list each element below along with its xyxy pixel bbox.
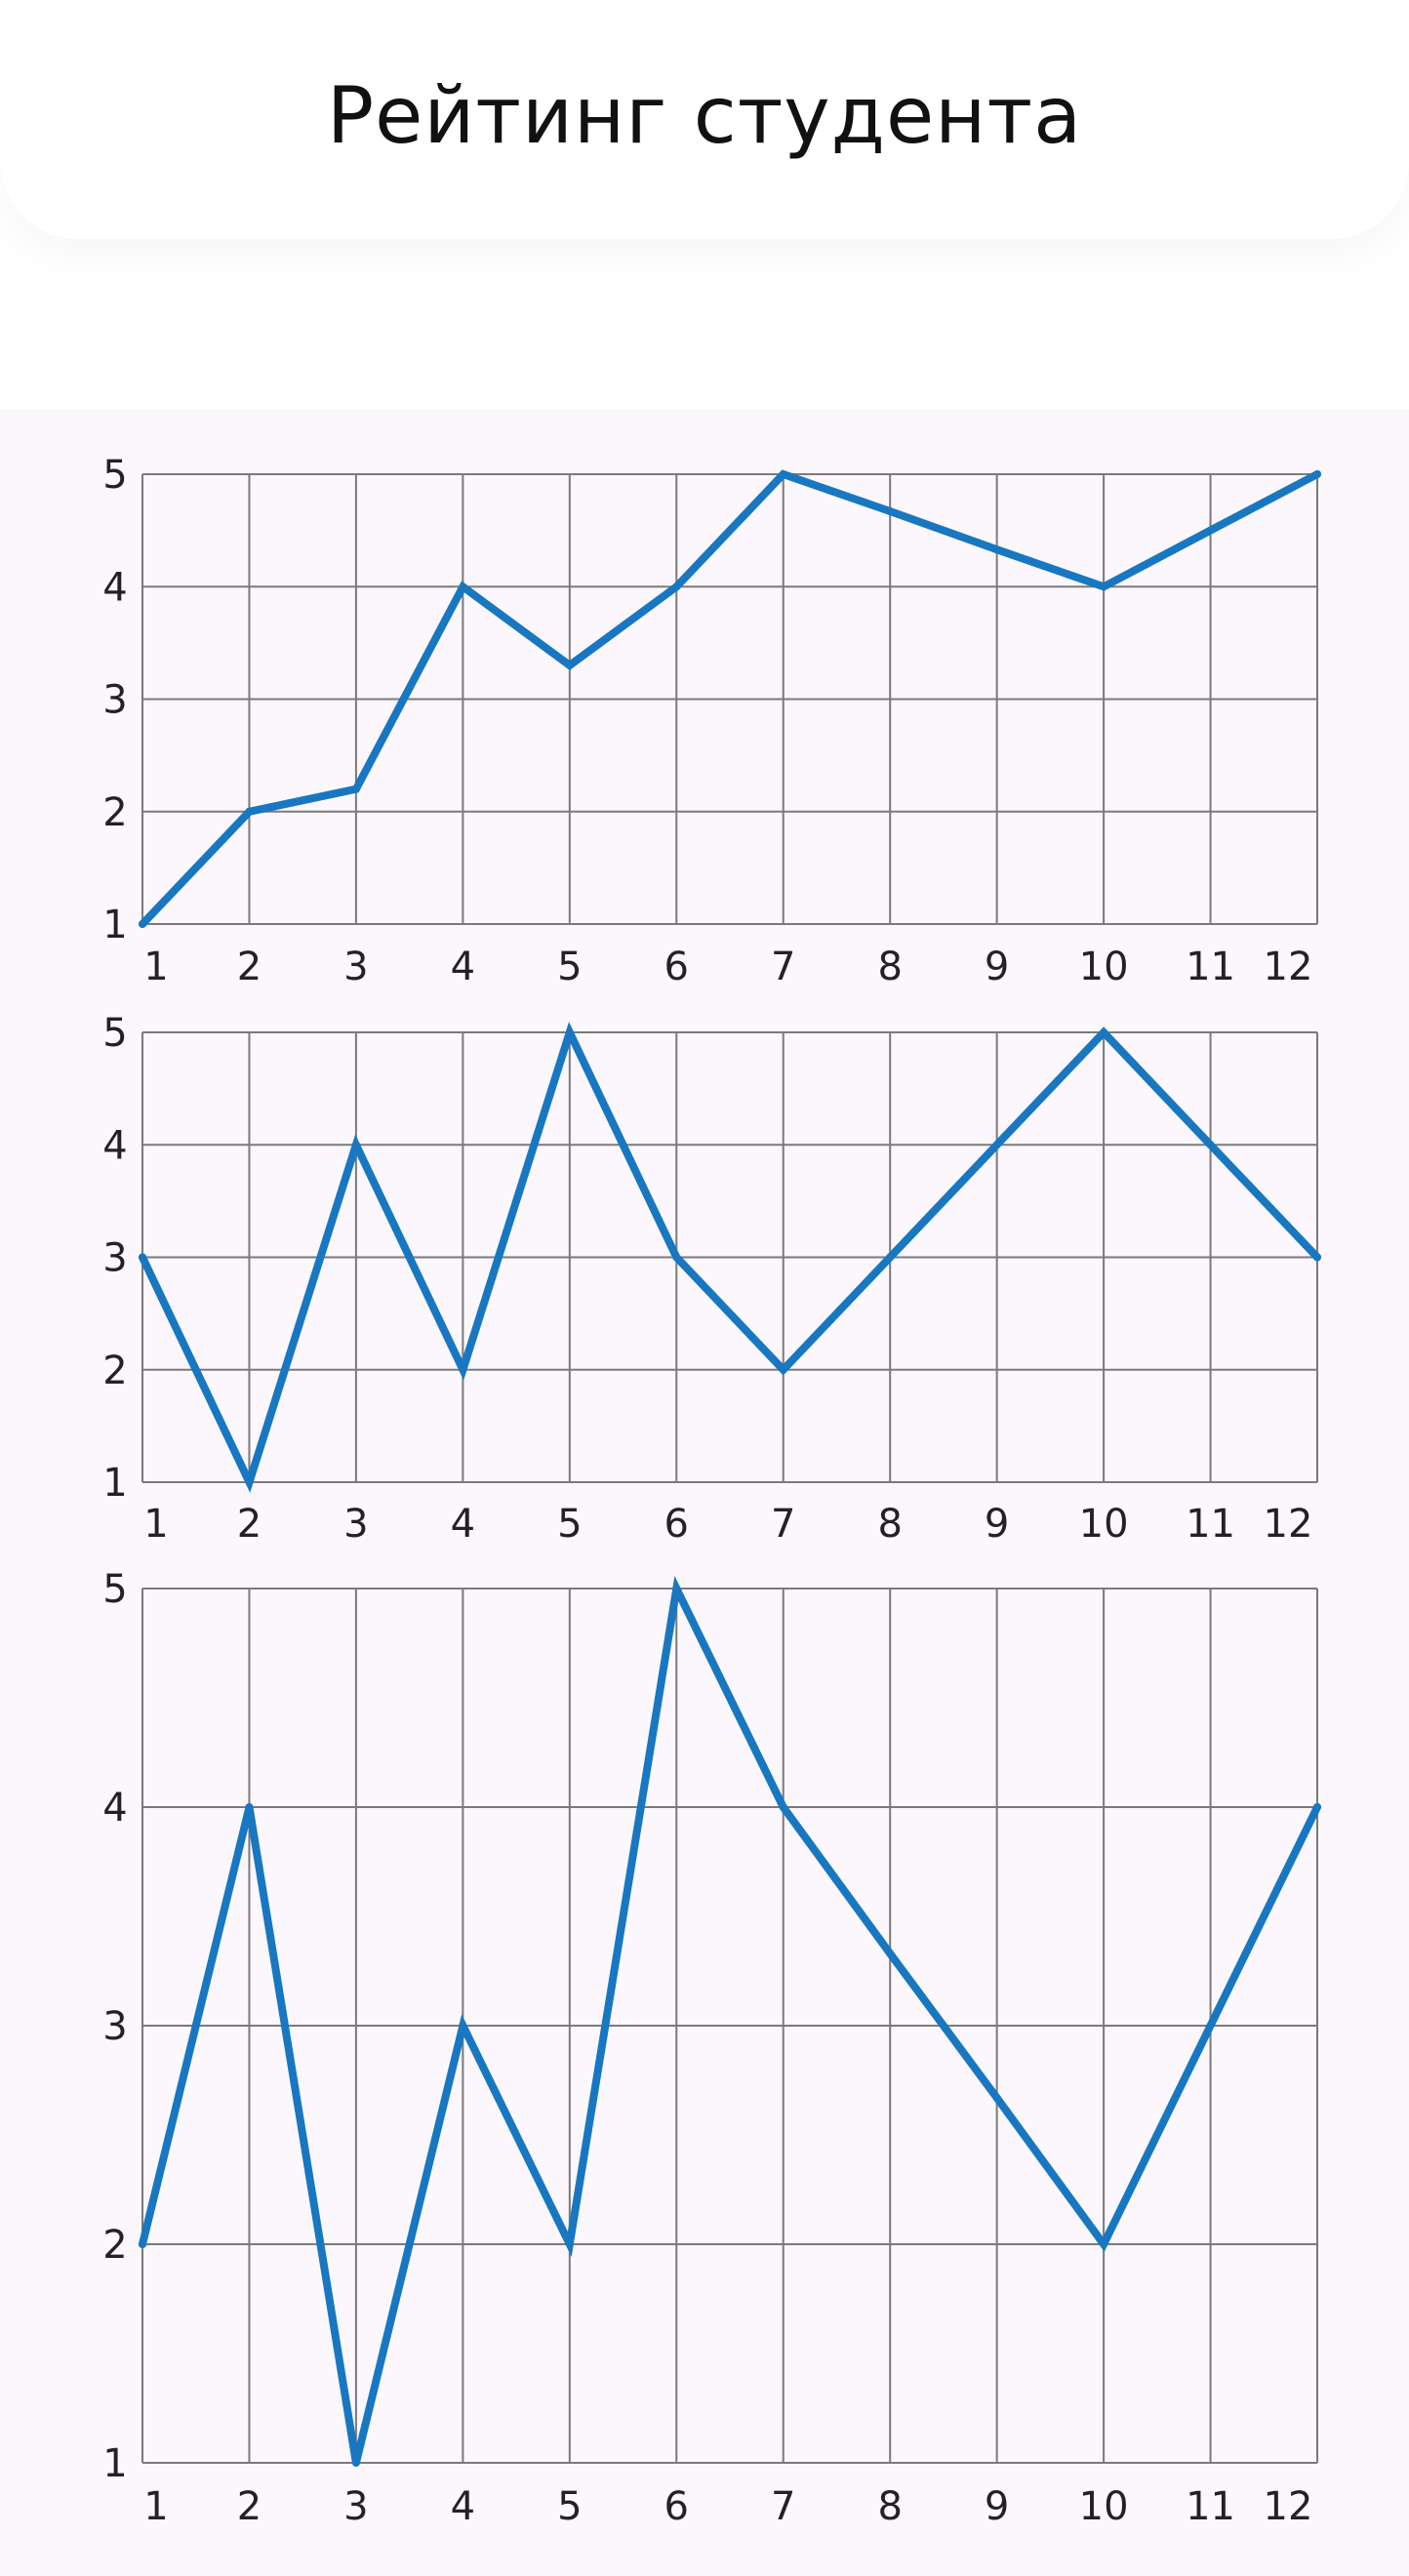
chart-1-y-tick-label: 3	[102, 678, 127, 723]
chart-3-data-point	[351, 2459, 360, 2467]
chart-3-data-point	[886, 1950, 895, 1958]
chart-1-data-point	[1313, 470, 1321, 478]
chart-2-x-tick-label: 9	[985, 1502, 1009, 1547]
chart-2-x-tick-label: 1	[143, 1502, 168, 1547]
chart-2-x-tick-label: 6	[664, 1502, 689, 1547]
chart-2-y-tick-label: 1	[102, 1461, 127, 1506]
chart-1-x-tick-label: 2	[237, 945, 262, 989]
chart-2-x-tick-label: 8	[877, 1502, 902, 1547]
chart-1-data-point	[459, 583, 467, 591]
chart-3-x-tick-label: 11	[1186, 2484, 1235, 2529]
chart-3-data-point	[139, 2240, 146, 2248]
chart-2-data-point	[351, 1141, 360, 1149]
chart-3-x-tick-label: 6	[664, 2484, 689, 2529]
chart-3-data-point	[1313, 1803, 1321, 1811]
chart-1-data-point	[245, 807, 254, 816]
chart-3-x-tick-label: 10	[1079, 2484, 1129, 2529]
chart-2-y-tick-label: 2	[102, 1348, 127, 1393]
chart-1-x-tick-label: 10	[1079, 945, 1129, 989]
chart-3-data-point	[672, 1585, 681, 1592]
chart-1-data-point	[351, 785, 360, 793]
chart-2-x-tick-label: 11	[1186, 1502, 1235, 1547]
chart-1-y-tick-label: 4	[102, 565, 127, 610]
chart-1-data-point	[565, 661, 574, 669]
chart-3-x-tick-label: 4	[451, 2484, 475, 2529]
chart-3-data-point	[565, 2240, 574, 2248]
chart-1-x-tick-label: 12	[1264, 945, 1313, 989]
chart-2-data-point	[1100, 1028, 1108, 1036]
chart-1-data-point	[1100, 583, 1108, 591]
chart-3-x-tick-label: 1	[143, 2484, 168, 2529]
chart-1-x-tick-label: 6	[664, 945, 689, 989]
chart-3-data-point	[1100, 2240, 1108, 2248]
chart-3-x-tick-label: 3	[343, 2484, 368, 2529]
chart-2-series-line	[139, 1022, 1321, 1493]
chart-2-x-tick-label: 7	[771, 1502, 795, 1547]
chart-1-series-line	[139, 469, 1321, 928]
chart-2-data-point	[139, 1253, 146, 1262]
chart-3-data-point	[1206, 2022, 1215, 2030]
chart-3-x-tick-label: 12	[1264, 2484, 1313, 2529]
chart-1-data-point	[139, 920, 146, 928]
chart-2-x-tick-label: 4	[451, 1502, 475, 1547]
chart-1-x-tick-label: 5	[557, 945, 582, 989]
chart-1-y-tick-label: 1	[102, 903, 127, 947]
page-title: Рейтинг студента	[326, 70, 1083, 161]
chart-1-y-tick-label: 5	[102, 453, 127, 498]
chart-1-x-tick-label: 7	[771, 945, 795, 989]
chart-1-x-tick-label: 4	[451, 945, 475, 989]
chart-2-data-point	[886, 1253, 895, 1262]
charts-area	[0, 410, 1409, 2576]
chart-2-y-tick-label: 4	[102, 1123, 127, 1168]
chart-1-data-point	[779, 470, 787, 478]
chart-3-x-tick-label: 9	[985, 2484, 1009, 2529]
chart-1-x-tick-label: 3	[343, 945, 368, 989]
chart-1-x-tick-label: 9	[985, 945, 1009, 989]
chart-3-x-tick-label: 5	[557, 2484, 582, 2529]
chart-2-data-point	[1313, 1253, 1321, 1262]
chart-3-x-tick-label: 8	[877, 2484, 902, 2529]
chart-2-x-tick-label: 10	[1079, 1502, 1129, 1547]
chart-3-y-tick-label: 1	[102, 2441, 127, 2486]
chart-2-x-tick-label: 3	[343, 1502, 368, 1547]
chart-3-y-tick-label: 4	[102, 1786, 127, 1831]
chart-3-data-point	[459, 2022, 467, 2030]
chart-2-x-tick-label: 12	[1264, 1502, 1313, 1547]
chart-2-data-point	[565, 1028, 574, 1036]
chart-1-x-tick-label: 1	[143, 945, 168, 989]
chart-2-x-tick-label: 2	[237, 1502, 262, 1547]
header: Рейтинг студента	[0, 0, 1409, 239]
chart-2-data-point	[672, 1253, 681, 1262]
chart-1-data-point	[672, 583, 681, 591]
chart-2-x-tick-label: 5	[557, 1502, 582, 1547]
chart-2-data-point	[1206, 1141, 1215, 1149]
chart-1-data-point	[1206, 526, 1215, 535]
chart-1-x-tick-label: 8	[877, 945, 902, 989]
chart-1-y-tick-label: 2	[102, 790, 127, 835]
chart-3-data-point	[992, 2093, 1001, 2102]
chart-2-y-tick-label: 5	[102, 1011, 127, 1056]
chart-3-y-tick-label: 3	[102, 2004, 127, 2049]
chart-3-series-line	[139, 1575, 1321, 2464]
chart-2-data-point	[245, 1478, 254, 1486]
chart-2-data-point	[459, 1365, 467, 1374]
chart-3-y-tick-label: 2	[102, 2223, 127, 2268]
chart-3-data-point	[779, 1803, 787, 1811]
chart-1-x-tick-label: 11	[1186, 945, 1235, 989]
chart-3-y-tick-label: 5	[102, 1567, 127, 1612]
chart-3-x-tick-label: 2	[237, 2484, 262, 2529]
chart-2-data-point	[992, 1141, 1001, 1149]
chart-1-data-point	[886, 507, 895, 516]
chart-3-data-point	[245, 1803, 254, 1811]
chart-3-x-tick-label: 7	[771, 2484, 795, 2529]
chart-2-data-point	[779, 1365, 787, 1374]
chart-2-y-tick-label: 3	[102, 1236, 127, 1281]
chart-1-data-point	[992, 545, 1001, 554]
